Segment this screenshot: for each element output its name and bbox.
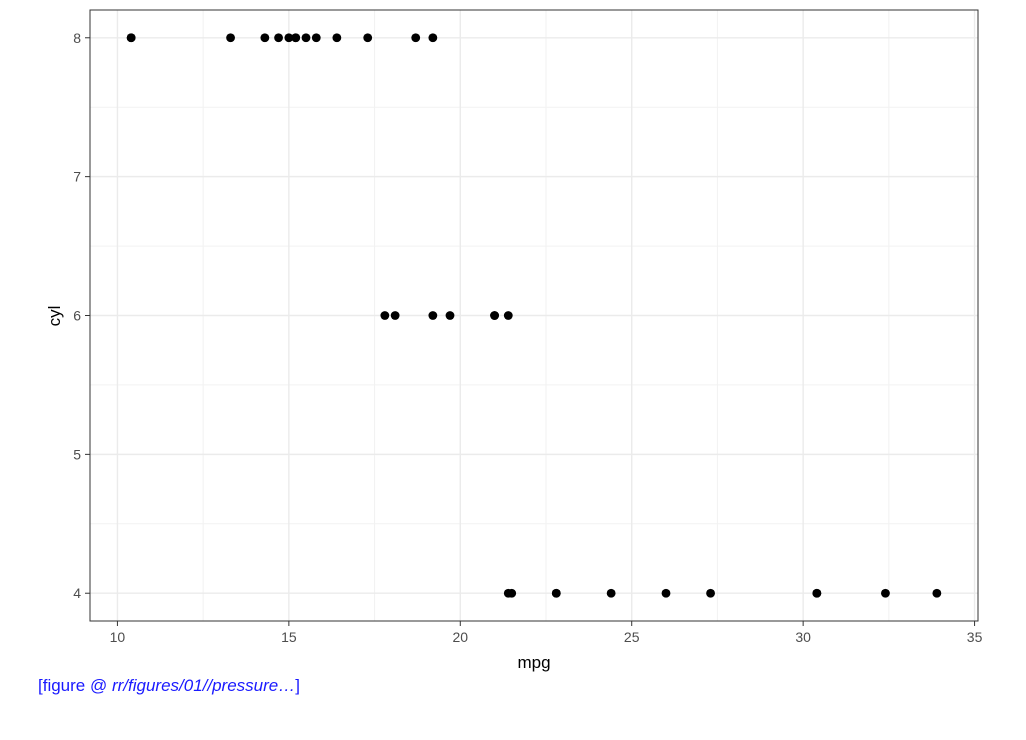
data-point bbox=[126, 33, 136, 43]
caption-path-link[interactable]: rr/figures/01//pressure… bbox=[111, 676, 296, 695]
data-point bbox=[332, 33, 342, 43]
data-point bbox=[706, 588, 715, 598]
scatter-chart: 10 15 20 25 30 35 4 5 6 7 8 mpg cyl bbox=[45, 9, 983, 672]
x-axis-ticks: 10 15 20 25 30 35 bbox=[110, 621, 983, 645]
y-axis-title: cyl bbox=[45, 306, 64, 327]
data-point bbox=[932, 588, 942, 598]
data-point bbox=[284, 33, 294, 43]
data-point bbox=[606, 588, 616, 598]
data-point bbox=[390, 311, 400, 320]
data-point bbox=[503, 311, 513, 320]
chart-svg: 10 15 20 25 30 35 4 5 6 7 8 mpg cyl bbox=[45, 9, 983, 672]
data-point bbox=[301, 33, 311, 43]
figure-caption: [figure @ rr/figures/01//pressure…] bbox=[38, 676, 300, 696]
x-axis-title: mpg bbox=[517, 653, 550, 672]
data-point bbox=[490, 311, 499, 320]
y-tick-label: 5 bbox=[73, 446, 81, 462]
x-tick-label: 20 bbox=[452, 629, 468, 645]
x-tick-label: 35 bbox=[967, 629, 983, 645]
y-tick-label: 7 bbox=[73, 169, 81, 185]
x-tick-label: 10 bbox=[110, 629, 126, 645]
y-tick-label: 8 bbox=[73, 30, 81, 46]
data-point bbox=[661, 588, 671, 598]
data-point bbox=[445, 311, 455, 320]
data-points bbox=[126, 33, 942, 598]
data-point bbox=[291, 33, 301, 43]
data-point bbox=[274, 33, 283, 43]
x-tick-label: 25 bbox=[624, 629, 640, 645]
data-point bbox=[226, 33, 235, 43]
data-point bbox=[363, 33, 373, 43]
y-axis-ticks: 4 5 6 7 8 bbox=[73, 30, 90, 601]
x-tick-label: 30 bbox=[795, 629, 811, 645]
major-gridlines bbox=[90, 10, 978, 621]
caption-prefix: [figure @ bbox=[38, 676, 112, 695]
data-point bbox=[411, 33, 421, 43]
x-tick-label: 15 bbox=[281, 629, 297, 645]
data-point bbox=[428, 33, 438, 43]
data-point bbox=[812, 588, 822, 598]
data-point bbox=[507, 588, 517, 598]
y-tick-label: 4 bbox=[73, 585, 81, 601]
data-point bbox=[311, 33, 321, 43]
data-point bbox=[380, 311, 390, 320]
data-point bbox=[551, 588, 561, 598]
caption-suffix: ] bbox=[295, 676, 300, 695]
data-point bbox=[428, 311, 438, 320]
y-tick-label: 6 bbox=[73, 308, 81, 324]
data-point bbox=[881, 588, 890, 598]
data-point bbox=[260, 33, 270, 43]
